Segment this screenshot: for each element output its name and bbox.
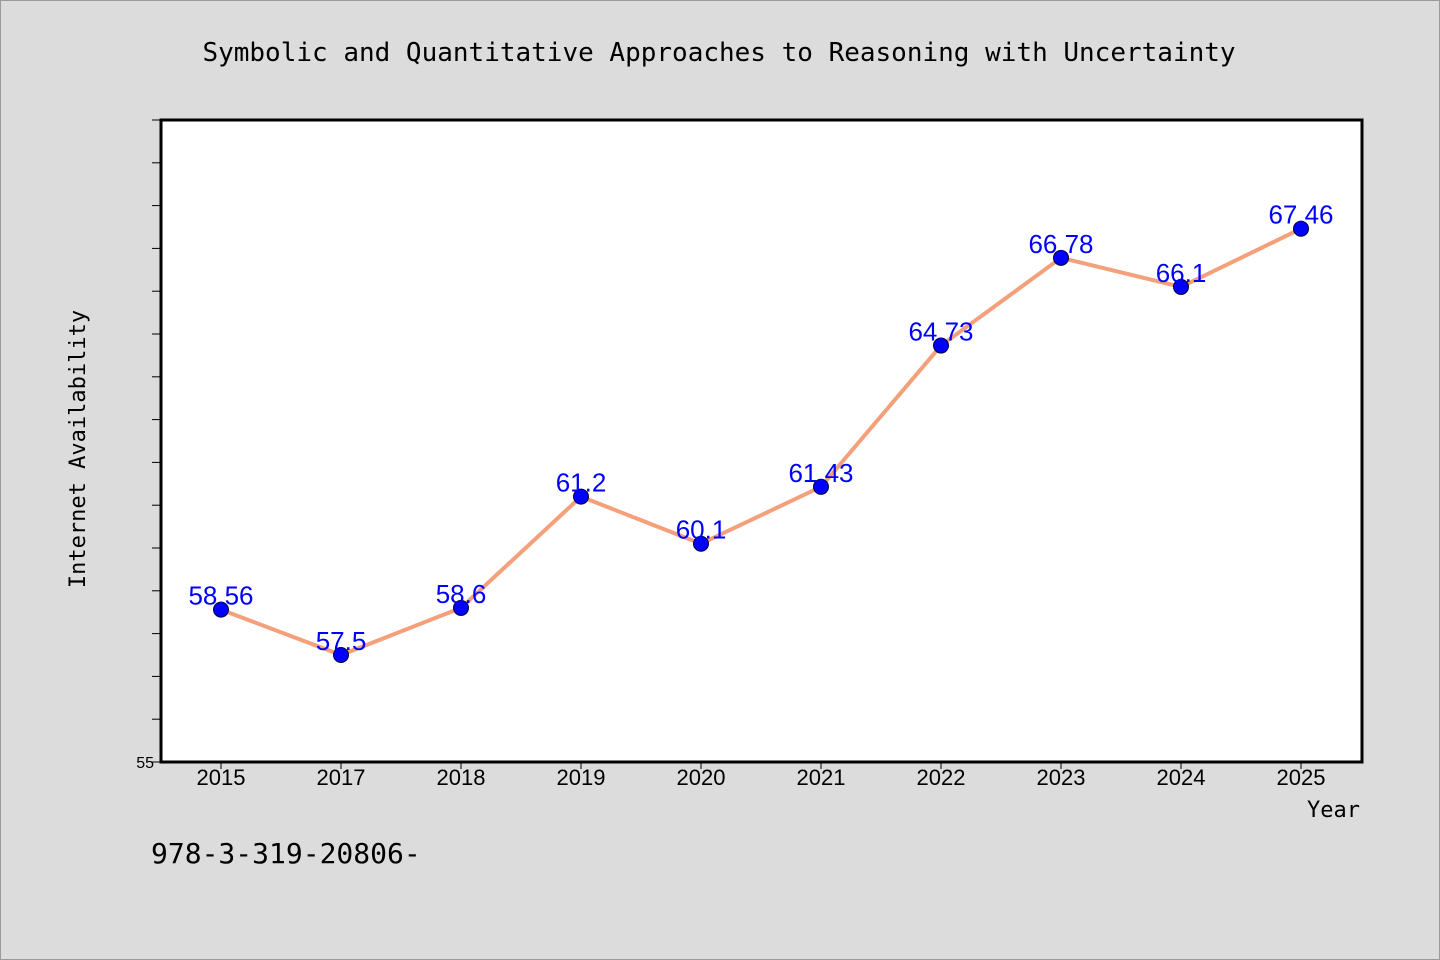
data-label: 60.1 <box>676 515 727 545</box>
x-tick-label: 2017 <box>317 765 366 790</box>
data-label: 64.73 <box>908 317 973 347</box>
y-axis-title: Internet Availability <box>66 310 91 588</box>
x-tick-label: 2019 <box>557 765 606 790</box>
x-tick-label: 2025 <box>1277 765 1326 790</box>
data-point <box>1173 278 1189 295</box>
x-tick-label: 2020 <box>677 765 726 790</box>
data-point <box>333 647 349 663</box>
data-label: 67.46 <box>1268 200 1333 230</box>
y-axis-ticks: 55 <box>136 119 161 772</box>
data-point <box>813 478 829 495</box>
series-layer: 58.56 57.5 58.6 61.2 60.1 61.43 64.73 66.78 66.1… <box>188 200 1334 663</box>
chart-title: Symbolic and Quantitative Approaches to … <box>202 38 1235 68</box>
data-label: 58.56 <box>188 581 253 611</box>
plot-area <box>159 118 1364 764</box>
data-point <box>453 599 469 616</box>
x-axis-title: Year <box>1307 798 1360 823</box>
isbn-text: 978-3-319-20806- <box>151 837 421 870</box>
data-point <box>1053 249 1069 266</box>
x-tick-label: 2024 <box>1157 765 1206 790</box>
data-point <box>933 337 949 354</box>
x-tick-label: 2018 <box>437 765 486 790</box>
x-tick-label: 2023 <box>1037 765 1086 790</box>
x-tick-label: 2021 <box>797 765 846 790</box>
x-axis-ticks: 2015 2017 2018 2019 2020 2021 2022 2023 2024 2025 <box>197 762 1326 790</box>
data-label: 61.2 <box>556 468 607 498</box>
data-label: 66.1 <box>1156 258 1207 288</box>
series-line <box>219 226 1303 657</box>
data-label: 58.6 <box>436 579 487 609</box>
data-label: 66.78 <box>1028 229 1093 259</box>
data-point <box>1293 220 1309 237</box>
x-tick-label: 2015 <box>197 765 246 790</box>
data-point <box>213 601 229 618</box>
data-point <box>573 488 589 505</box>
y-tick-label: 55 <box>136 755 154 772</box>
data-point <box>693 535 709 552</box>
x-tick-label: 2022 <box>917 765 966 790</box>
data-label: 57.5 <box>316 626 367 656</box>
data-label: 61.43 <box>788 458 853 488</box>
